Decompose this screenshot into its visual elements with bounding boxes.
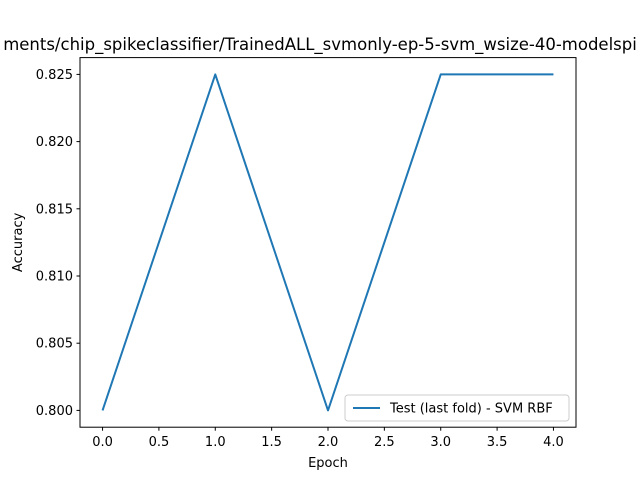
legend-label: Test (last fold) - SVM RBF (389, 402, 553, 417)
legend-box (344, 394, 570, 422)
legend: Test (last fold) - SVM RBF (344, 394, 570, 422)
series-line (101, 73, 554, 412)
x-tick-label: 2.5 (374, 435, 395, 450)
chart-title: ments/chip_spikeclassifier/TrainedALL_sv… (3, 35, 637, 55)
x-tick-label: 1.5 (261, 435, 282, 450)
y-tick-label: 0.815 (36, 202, 73, 217)
x-axis-ticks: 0.0 0.5 1.0 1.5 2.0 2.5 3.0 3.5 4.0 (92, 427, 564, 450)
x-tick-label: 2.0 (318, 435, 339, 450)
x-tick-label: 3.0 (430, 435, 451, 450)
x-axis-label: Epoch (308, 456, 348, 471)
x-tick-label: 3.5 (487, 435, 508, 450)
y-axis-label: Accuracy (11, 212, 26, 272)
y-tick-label: 0.810 (36, 270, 73, 285)
y-axis-ticks: 0.800 0.805 0.810 0.815 0.820 0.825 (36, 68, 80, 419)
y-tick-label: 0.800 (36, 404, 73, 419)
y-tick-label: 0.820 (36, 135, 73, 150)
x-tick-label: 4.0 (543, 435, 564, 450)
x-tick-label: 0.0 (92, 435, 113, 450)
x-tick-label: 1.0 (205, 435, 226, 450)
y-tick-label: 0.805 (36, 337, 73, 352)
series-layer (101, 73, 554, 412)
x-tick-label: 0.5 (149, 435, 170, 450)
y-tick-label: 0.825 (36, 68, 73, 83)
plot-frame (79, 57, 577, 428)
